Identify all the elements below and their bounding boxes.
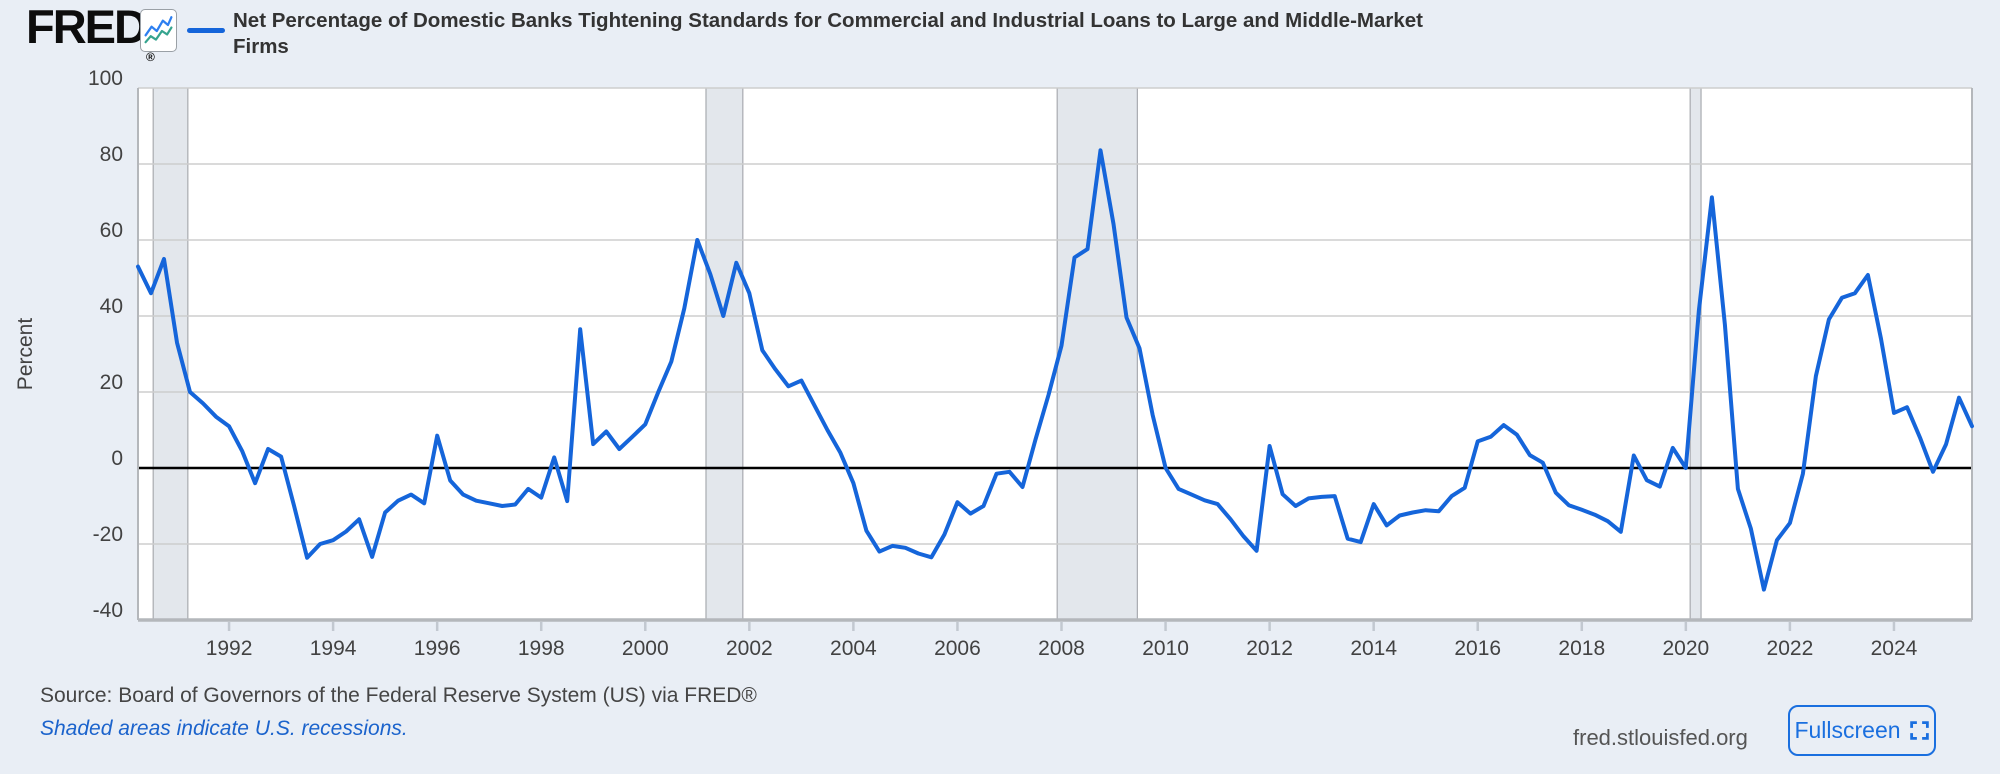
x-tick-label: 1998 [518, 637, 565, 660]
y-tick-label: 0 [111, 447, 123, 470]
registered-trademark: ® [145, 50, 155, 64]
x-tick-label: 2004 [830, 637, 877, 660]
x-tick-label: 2018 [1558, 637, 1605, 660]
x-tick-label: 1994 [310, 637, 357, 660]
recession-band [153, 88, 188, 620]
fullscreen-button-label: Fullscreen [1794, 717, 1901, 743]
x-tick-label: 2008 [1038, 637, 1085, 660]
header: FRED® Net Percentage of Domestic Banks T… [0, 0, 2000, 70]
x-tick-label: 1996 [414, 637, 461, 660]
x-tick-label: 2022 [1767, 637, 1814, 660]
y-tick-label: 20 [100, 371, 123, 394]
fred-site-link[interactable]: fred.stlouisfed.org [1573, 725, 1748, 750]
plot-background [138, 88, 1972, 620]
data-line [136, 148, 1974, 592]
recession-note: Shaded areas indicate U.S. recessions. [40, 717, 408, 740]
series-title: Net Percentage of Domestic Banks Tighten… [233, 9, 1423, 58]
x-tick-label: 2010 [1142, 637, 1189, 660]
y-tick-label: -20 [93, 523, 123, 546]
source-text: Source: Board of Governors of the Federa… [40, 684, 757, 707]
recession-band [705, 88, 743, 620]
chart-area[interactable]: 100 80 60 40 20 0 -20 -40 1992 1994 1996 1998 2000 20… [0, 0, 2000, 665]
y-axis-title: Percent [14, 318, 37, 391]
x-tick-label: 2012 [1246, 637, 1293, 660]
x-tick-label: 1992 [206, 637, 253, 660]
x-tick-label: 2014 [1350, 637, 1397, 660]
x-tick-label: 2006 [934, 637, 981, 660]
x-tick-label: 2016 [1454, 637, 1501, 660]
x-tick-label: 2020 [1662, 637, 1709, 660]
fullscreen-icon [1909, 721, 1929, 740]
y-tick-label: 80 [100, 143, 123, 166]
x-tick-label: 2002 [726, 637, 773, 660]
fred-logo-text: FRED [26, 0, 148, 53]
y-tick-label: 40 [100, 295, 123, 318]
line-chart-icon [140, 9, 177, 52]
legend-line-swatch [187, 28, 225, 33]
x-tick-label: 2024 [1871, 637, 1918, 660]
x-tick-label: 2000 [622, 637, 669, 660]
y-tick-label: -40 [93, 599, 123, 622]
fullscreen-button[interactable]: Fullscreen [1788, 705, 1936, 756]
y-tick-label: 60 [100, 219, 123, 242]
y-tick-label: 100 [88, 67, 123, 90]
fred-logo[interactable]: FRED® [26, 2, 155, 82]
